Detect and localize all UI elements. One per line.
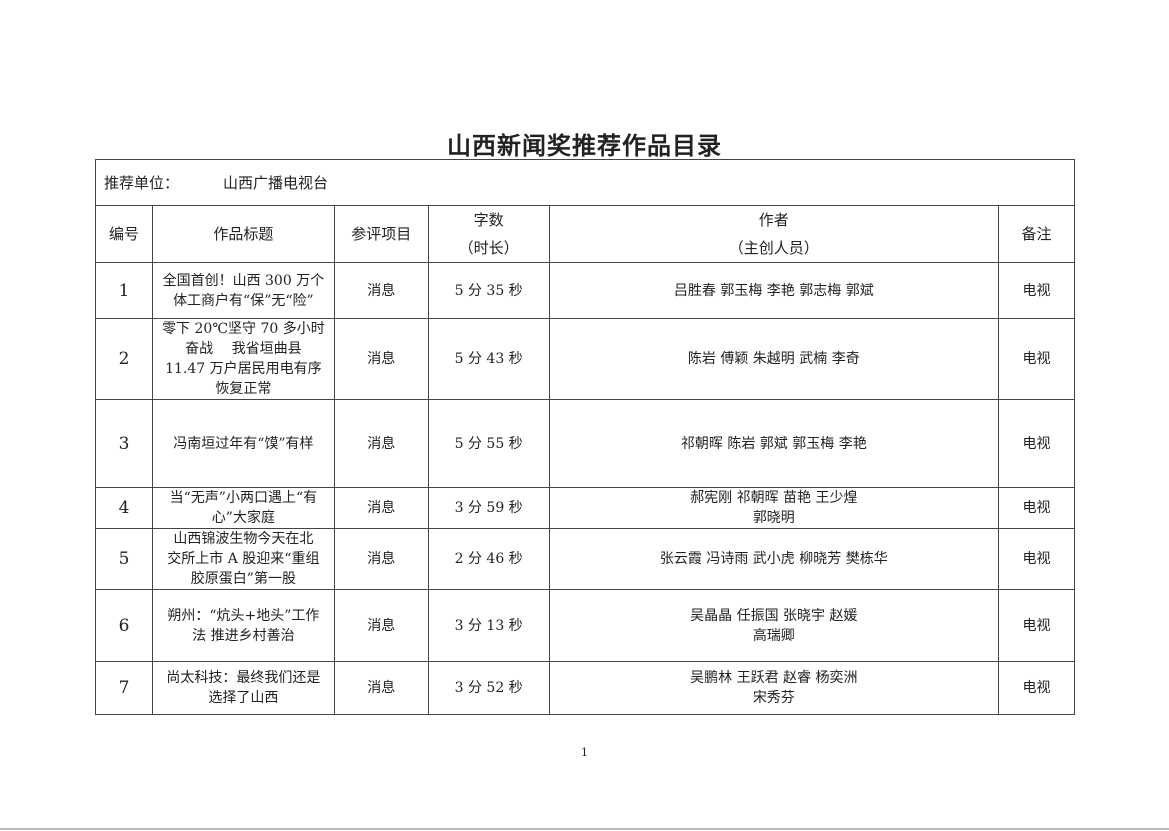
- length: 5 分 35 秒: [427, 262, 550, 319]
- authors: 张云霞 冯诗雨 武小虎 柳晓芳 樊栋华: [548, 528, 1000, 590]
- row-number: 1: [95, 262, 153, 319]
- work-title-line: 胶原蛋白”第一股: [190, 571, 296, 587]
- length: 5 分 43 秒: [427, 318, 550, 400]
- work-title: 全国首创！山西 300 万个 体工商户有“保”无“险”: [151, 262, 335, 319]
- row-number: 6: [95, 589, 153, 662]
- unit-label: 推荐单位：: [104, 173, 180, 192]
- header-length: 字数 （时长）: [427, 205, 550, 263]
- work-title-line: 朔州：“炕头+地头”工作: [167, 607, 320, 624]
- note: 电视: [998, 318, 1075, 400]
- work-title-line: 全国首创！山西 300 万个: [162, 272, 325, 289]
- note: 电视: [998, 399, 1075, 488]
- length: 5 分 55 秒: [427, 399, 550, 488]
- note: 电视: [998, 528, 1075, 590]
- authors: 郝宪刚 祁朝晖 苗艳 王少煌 郭晓明: [548, 487, 1000, 529]
- work-title: 当“无声”小两口遇上“有 心”大家庭: [151, 487, 335, 529]
- header-title: 作品标题: [151, 205, 335, 263]
- table-row: 6 朔州：“炕头+地头”工作法 推进乡村善治 消息 3 分 13 秒吴晶晶 任振国 张…: [95, 589, 1075, 662]
- table-row: 7 尚太科技：最终我们还是 选择了山西 消息 3 分 52 秒吴鹏林 王跃君 赵睿 杨奕…: [95, 661, 1075, 715]
- page-bottom-divider: [0, 828, 1169, 830]
- work-title-line: 选择了山西: [208, 690, 279, 706]
- note: 电视: [998, 487, 1075, 529]
- works-table: 推荐单位： 山西广播电视台 编号 作品标题 参评项目 字数 （时长） 作者 （主创人员…: [95, 159, 1075, 715]
- table-row: 4 当“无声”小两口遇上“有 心”大家庭 消息 3 分 59 秒郝宪刚 祁朝晖 苗艳 王…: [95, 487, 1075, 529]
- authors-line: 祁朝晖 陈岩 郭斌 郭玉梅 李艳: [680, 435, 867, 452]
- authors: 吴晶晶 任振国 张晓宇 赵媛 高瑞卿: [548, 589, 1000, 662]
- work-title-line: 交所上市 A 股迎来“重组: [167, 551, 320, 567]
- work-title: 尚太科技：最终我们还是 选择了山西: [151, 661, 335, 715]
- authors-line: 吴晶晶 任振国 张晓宇 赵媛: [690, 607, 858, 624]
- authors-line: 郭晓明: [752, 510, 795, 526]
- category: 消息: [333, 399, 429, 488]
- work-title: 朔州：“炕头+地头”工作法 推进乡村善治: [151, 589, 335, 662]
- note: 电视: [998, 262, 1075, 319]
- authors: 祁朝晖 陈岩 郭斌 郭玉梅 李艳: [548, 399, 1000, 488]
- authors-line: 吴鹏林 王跃君 赵睿 杨奕洲: [690, 670, 858, 686]
- length: 3 分 59 秒: [427, 487, 550, 529]
- category: 消息: [333, 318, 429, 400]
- header-authors: 作者 （主创人员）: [548, 205, 1000, 263]
- work-title-line: 奋战 我省垣曲县: [185, 341, 302, 357]
- category: 消息: [333, 661, 429, 715]
- work-title: 山西锦波生物今天在北 交所上市 A 股迎来“重组 胶原蛋白”第一股: [151, 528, 335, 590]
- authors: 陈岩 傅颖 朱越明 武楠 李奇: [548, 318, 1000, 400]
- category: 消息: [333, 487, 429, 529]
- authors-line: 郝宪刚 祁朝晖 苗艳 王少煌: [690, 490, 858, 506]
- category: 消息: [333, 528, 429, 590]
- authors-line: 高瑞卿: [752, 627, 795, 644]
- length: 2 分 46 秒: [427, 528, 550, 590]
- page-title: 山西新闻奖推荐作品目录: [447, 131, 722, 160]
- work-title: 冯南垣过年有“馍”有样: [151, 399, 335, 488]
- work-title-line: 体工商户有“保”无“险”: [173, 292, 314, 309]
- work-title-line: 恢复正常: [215, 381, 272, 397]
- length: 3 分 52 秒: [427, 661, 550, 715]
- authors: 吕胜春 郭玉梅 李艳 郭志梅 郭斌: [548, 262, 1000, 319]
- header-category: 参评项目: [333, 205, 429, 263]
- header-authors-line: （主创人员）: [728, 239, 819, 257]
- work-title-line: 11.47 万户居民用电有序: [165, 361, 322, 377]
- authors-line: 张云霞 冯诗雨 武小虎 柳晓芳 樊栋华: [659, 551, 888, 567]
- category: 消息: [333, 589, 429, 662]
- row-number: 4: [95, 487, 153, 529]
- note: 电视: [998, 589, 1075, 662]
- work-title-line: 零下 20℃坚守 70 多小时: [162, 321, 325, 337]
- row-number: 5: [95, 528, 153, 590]
- authors-line: 宋秀芬: [752, 690, 795, 706]
- authors-line: 陈岩 傅颖 朱越明 武楠 李奇: [687, 351, 860, 367]
- work-title-line: 冯南垣过年有“馍”有样: [173, 435, 314, 452]
- unit-row: 推荐单位： 山西广播电视台: [95, 159, 1075, 206]
- authors-line: 吕胜春 郭玉梅 李艳 郭志梅 郭斌: [673, 282, 874, 299]
- work-title-line: 心”大家庭: [211, 510, 275, 526]
- header-length-line: （时长）: [458, 239, 519, 257]
- table-row: 3 冯南垣过年有“馍”有样 消息 5 分 55 秒 祁朝晖 陈岩 郭斌 郭玉梅 李艳 电视: [95, 399, 1075, 488]
- table-row: 2 零下 20℃坚守 70 多小时 奋战 我省垣曲县 11.47 万户居民用电有序 恢复…: [95, 318, 1075, 400]
- header-note: 备注: [998, 205, 1075, 263]
- row-number: 3: [95, 399, 153, 488]
- authors: 吴鹏林 王跃君 赵睿 杨奕洲 宋秀芬: [548, 661, 1000, 715]
- table-row: 1 全国首创！山西 300 万个 体工商户有“保”无“险” 消息 5 分 35 秒吕胜春…: [95, 262, 1075, 319]
- work-title-line: 山西锦波生物今天在北: [173, 531, 314, 547]
- work-title: 零下 20℃坚守 70 多小时 奋战 我省垣曲县 11.47 万户居民用电有序 恢复正…: [151, 318, 335, 400]
- page-number: 1: [581, 746, 588, 759]
- category: 消息: [333, 262, 429, 319]
- row-number: 2: [95, 318, 153, 400]
- row-number: 7: [95, 661, 153, 715]
- work-title-line: 尚太科技：最终我们还是: [166, 670, 321, 686]
- work-title-line: 法 推进乡村善治: [192, 627, 295, 644]
- header-authors-line: 作者: [758, 211, 789, 229]
- header-no: 编号: [95, 205, 153, 263]
- note: 电视: [998, 661, 1075, 715]
- header-length-line: 字数: [473, 211, 504, 229]
- table-row: 5 山西锦波生物今天在北 交所上市 A 股迎来“重组 胶原蛋白”第一股 消息 2 分 46…: [95, 528, 1075, 590]
- unit-value: 山西广播电视台: [223, 173, 329, 192]
- header-row: 编号 作品标题 参评项目 字数 （时长） 作者 （主创人员） 备注: [95, 205, 1075, 263]
- length: 3 分 13 秒: [427, 589, 550, 662]
- work-title-line: 当“无声”小两口遇上“有: [169, 490, 318, 506]
